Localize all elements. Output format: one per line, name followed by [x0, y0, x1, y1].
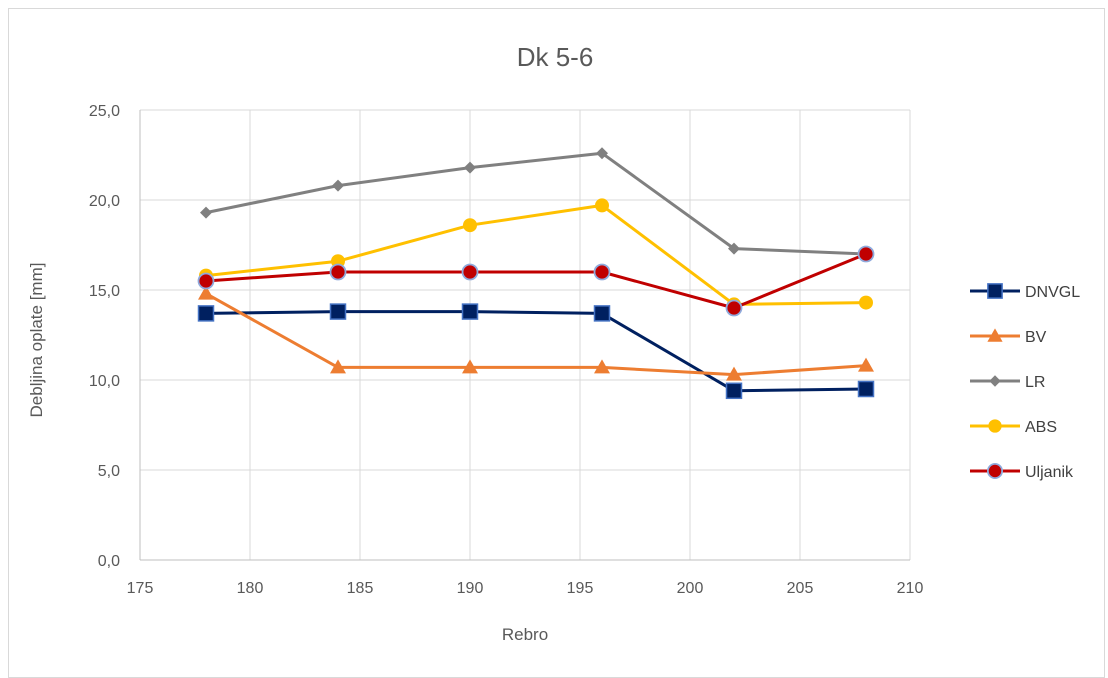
data-point: [329, 303, 347, 320]
x-tick-label: 210: [897, 580, 924, 597]
legend-marker: [987, 283, 1003, 299]
x-tick-label: 185: [347, 580, 374, 597]
legend-item-bv: BV: [970, 328, 1047, 346]
data-point: [596, 147, 608, 160]
data-point: [595, 198, 609, 213]
y-tick-label: 15,0: [89, 283, 120, 300]
legend-marker: [989, 375, 1001, 387]
legend-label: ABS: [1025, 419, 1057, 436]
grid-lines: [140, 109, 911, 560]
data-point: [594, 359, 610, 374]
data-point: [330, 359, 346, 374]
legend-item-dnvgl: DNVGL: [970, 283, 1080, 301]
data-point: [200, 206, 212, 219]
y-axis-label: Debljina oplate [mm]: [27, 263, 46, 418]
data-point: [329, 263, 347, 281]
data-point: [461, 263, 479, 281]
legend-item-lr: LR: [970, 374, 1045, 391]
y-tick-label: 20,0: [89, 193, 120, 210]
legend-marker: [988, 419, 1002, 433]
data-point: [198, 285, 214, 300]
y-tick-label: 10,0: [89, 373, 120, 390]
data-point: [197, 305, 215, 322]
series-group: [197, 147, 875, 400]
chart-title: Dk 5-6: [517, 42, 594, 72]
data-point: [332, 179, 344, 192]
x-tick-label: 205: [787, 580, 814, 597]
series-dnvgl: [197, 303, 875, 400]
data-point: [858, 357, 874, 372]
series-bv: [198, 285, 874, 381]
legend-marker: [987, 328, 1003, 342]
x-tick-label: 195: [567, 580, 594, 597]
series-lr: [200, 147, 872, 260]
y-tick-label: 0,0: [98, 553, 120, 570]
data-point: [464, 161, 476, 174]
x-tick-label: 190: [457, 580, 484, 597]
legend-label: DNVGL: [1025, 284, 1080, 301]
tick-labels: 175 180 185 190 195 200 205 210 0,0 5,0 10,0 15,0 20…: [89, 103, 924, 597]
data-point: [725, 382, 743, 400]
legend: DNVGL BV LR ABS Uljanik: [970, 283, 1080, 481]
legend-item-uljanik: Uljanik: [970, 462, 1074, 481]
legend-label: LR: [1025, 374, 1045, 391]
data-point: [462, 359, 478, 374]
data-point: [728, 242, 740, 255]
series-line: [205, 292, 867, 377]
data-point: [593, 263, 611, 281]
data-point: [463, 218, 477, 233]
data-point: [593, 305, 611, 322]
series-uljanik: [197, 245, 875, 317]
series-line: [205, 151, 867, 256]
legend-item-abs: ABS: [970, 419, 1057, 436]
data-point: [197, 272, 215, 290]
chart-frame: [8, 8, 1105, 678]
data-point: [726, 366, 742, 381]
y-tick-label: 5,0: [98, 463, 120, 480]
x-tick-label: 175: [127, 580, 154, 597]
data-point: [857, 245, 875, 263]
series-line: [205, 252, 867, 310]
data-point: [857, 380, 875, 398]
series-line: [205, 310, 867, 393]
x-tick-label: 200: [677, 580, 704, 597]
x-axis-label: Rebro: [502, 625, 548, 644]
x-tick-label: 180: [237, 580, 264, 597]
data-point: [859, 295, 873, 310]
series-line: [205, 203, 867, 306]
legend-label: BV: [1025, 329, 1047, 346]
y-tick-label: 25,0: [89, 103, 120, 120]
data-point: [725, 299, 743, 317]
data-point: [461, 303, 479, 320]
legend-marker: [986, 462, 1004, 480]
legend-label: Uljanik: [1025, 464, 1074, 481]
axes: [139, 110, 910, 561]
series-abs: [199, 198, 873, 312]
